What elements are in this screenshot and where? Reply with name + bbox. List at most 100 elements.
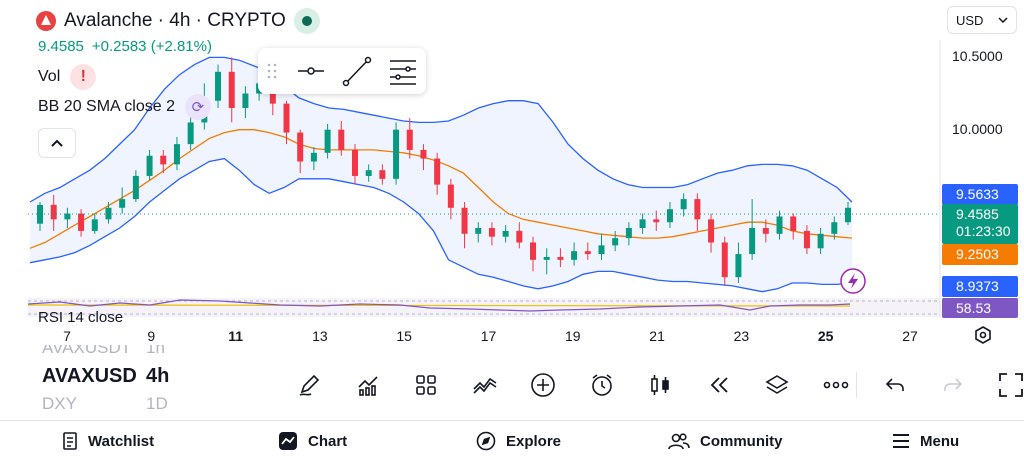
candle: [612, 238, 619, 246]
compare-icon[interactable]: [456, 367, 515, 403]
candle: [584, 251, 591, 255]
x-tick-label: 25: [817, 328, 834, 344]
horizontal-line-icon[interactable]: [298, 67, 324, 75]
nav-label: Chart: [308, 432, 348, 450]
y-tick-label: 10.5000: [952, 48, 1003, 65]
candle: [817, 233, 824, 249]
drag-handle-icon[interactable]: [267, 63, 277, 79]
market-status-icon[interactable]: [293, 8, 320, 34]
candle: [132, 175, 139, 200]
candle: [365, 170, 372, 176]
candle: [680, 199, 687, 210]
nav-explore[interactable]: Explore: [476, 431, 561, 451]
symbol-row[interactable]: AVAXUSDT 1h: [42, 345, 165, 357]
candle: [749, 228, 756, 255]
symbol-title[interactable]: Avalanche · 4h · CRYPTO: [64, 10, 286, 31]
candle: [215, 71, 222, 101]
redo-icon[interactable]: [924, 367, 982, 403]
warning-icon[interactable]: !: [70, 64, 97, 90]
nav-label: Watchlist: [88, 432, 155, 450]
nav-label: Community: [700, 432, 783, 450]
candle: [434, 158, 441, 185]
candle: [379, 170, 386, 179]
candle: [310, 152, 317, 162]
candle: [639, 219, 646, 229]
bb-upper-line: [29, 56, 853, 203]
symbol-picker[interactable]: AVAXUSDT 1h AVAXUSD 4h DXY 1D: [42, 345, 232, 417]
candle: [393, 129, 400, 179]
drawing-floating-toolbar[interactable]: [258, 48, 426, 94]
price-change: +0.2583 (+2.81%): [91, 38, 212, 55]
currency-select[interactable]: USD: [947, 6, 1017, 34]
candle: [735, 254, 742, 278]
sync-icon[interactable]: ⟳: [184, 94, 211, 120]
candle: [530, 242, 537, 260]
candle: [708, 219, 715, 243]
settings-hex-icon[interactable]: [974, 326, 992, 349]
indicator-vol[interactable]: Vol !: [38, 64, 97, 90]
x-tick-label: 7: [63, 328, 71, 344]
chart-icon: [279, 432, 297, 450]
fullscreen-icon[interactable]: [982, 367, 1024, 403]
candle: [488, 228, 495, 237]
history-toolbar: [866, 367, 1024, 403]
nav-watchlist[interactable]: Watchlist: [62, 432, 154, 450]
indicators-icon[interactable]: [339, 367, 398, 403]
candle: [160, 155, 167, 165]
layouts-icon[interactable]: [397, 367, 456, 403]
lines-list-icon[interactable]: [390, 60, 416, 85]
candle: [173, 144, 180, 165]
bb-lower-line: [29, 157, 853, 293]
last-price-tag-value: 9.4585: [956, 206, 999, 222]
alert-icon[interactable]: [573, 367, 632, 403]
collapse-indicators-button[interactable]: [38, 128, 76, 158]
nav-label: Explore: [506, 432, 562, 450]
indicator-bb[interactable]: BB 20 SMA close 2 ⟳: [38, 94, 211, 120]
symbol-row-selected[interactable]: AVAXUSD 4h: [42, 364, 170, 387]
add-icon[interactable]: [514, 367, 573, 403]
nav-chart[interactable]: Chart: [278, 431, 347, 451]
y-tick-label: 10.0000: [952, 120, 1003, 137]
x-tick-label: 15: [396, 328, 412, 344]
candle: [406, 129, 413, 150]
candle: [557, 256, 564, 260]
price-readout: 9.4585 +0.2583 (+2.81%): [38, 38, 212, 55]
rsi-ma-line: [27, 304, 851, 307]
chevron-up-icon: [51, 139, 63, 147]
candle: [803, 230, 810, 249]
layers-icon[interactable]: [748, 367, 807, 403]
candle: [297, 132, 304, 162]
candle: [228, 71, 235, 108]
x-tick-label: 17: [480, 328, 497, 344]
bb-label: BB 20 SMA close 2: [38, 98, 175, 115]
last-price-tag: 9.4585 01:23:30: [942, 204, 1018, 244]
replay-icon[interactable]: [690, 367, 749, 403]
bb-band-fill: [30, 57, 852, 292]
currency-label: USD: [956, 12, 984, 28]
community-icon: [668, 433, 690, 450]
candle: [625, 228, 632, 239]
candle: [324, 129, 331, 153]
candle: [776, 216, 783, 234]
undo-icon[interactable]: [866, 367, 924, 403]
candle: [694, 199, 701, 220]
more-icon[interactable]: [807, 367, 866, 403]
rsi-label[interactable]: RSI 14 close: [38, 309, 124, 326]
watchlist-icon: [63, 432, 77, 450]
nav-menu[interactable]: Menu: [892, 433, 959, 450]
candle: [721, 242, 728, 278]
candle: [242, 93, 249, 108]
compass-icon: [476, 431, 496, 451]
nav-community[interactable]: Community: [668, 432, 783, 450]
candle: [543, 256, 550, 260]
x-tick-label: 27: [902, 328, 918, 344]
candle: [831, 222, 838, 234]
symbol-row[interactable]: DXY 1D: [42, 394, 168, 413]
candle: [502, 230, 509, 237]
candle: [187, 122, 194, 145]
pencil-icon[interactable]: [280, 367, 339, 403]
trend-line-icon[interactable]: [342, 56, 372, 87]
candle: [64, 213, 71, 220]
candles-icon[interactable]: [631, 367, 690, 403]
